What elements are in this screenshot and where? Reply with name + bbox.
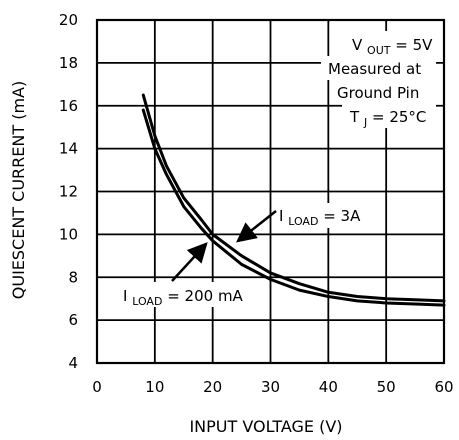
series-line-200ma (141, 108, 446, 307)
measured-at-annotation: Measured at (328, 60, 421, 78)
x-tick-label: 10 (145, 378, 164, 396)
ground-pin-annotation: Ground Pin (337, 84, 419, 102)
series-label-3a-main: I (279, 207, 283, 225)
vout-main: V (352, 36, 363, 54)
y-tick-label: 16 (59, 97, 78, 115)
vout-sub: OUT (367, 44, 391, 57)
y-tick-label: 10 (59, 225, 78, 243)
annotation-background (116, 282, 258, 307)
series-label-200ma: I LOAD = 200 mA (123, 287, 244, 309)
y-tick-label: 14 (59, 140, 78, 158)
y-tick-label: 12 (59, 183, 78, 201)
y-tick-label: 4 (68, 354, 78, 372)
x-tick-label: 0 (92, 378, 102, 396)
x-tick-label: 30 (261, 378, 280, 396)
annotation-background (321, 56, 436, 80)
series-layer (141, 93, 446, 307)
annotation-background (330, 80, 436, 104)
annotation-background (272, 203, 378, 228)
tj-main: T (349, 108, 360, 126)
tj-sub: J (363, 116, 367, 129)
series-label-200ma-rest: = 200 mA (167, 287, 243, 305)
plot-frame (95, 18, 446, 365)
y-tick-label: 18 (59, 54, 78, 72)
series-label-3a-sub: LOAD (288, 215, 318, 228)
series-label-200ma-main: I (123, 287, 127, 305)
series-label-3a-rest: = 3A (323, 207, 361, 225)
x-tick-label: 20 (203, 378, 222, 396)
vout-annotation: V OUT = 5V (352, 36, 433, 58)
tj-annotation: T J = 25°C (349, 108, 426, 130)
y-axis-label: QUIESCENT CURRENT (mA) (9, 81, 28, 299)
x-tick-label: 60 (434, 378, 453, 396)
x-tick-label: 40 (319, 378, 338, 396)
series-line-3a (141, 93, 446, 303)
tj-rest: = 25°C (372, 108, 426, 126)
vout-rest: = 5V (395, 36, 433, 54)
plot-frame-layer (95, 18, 446, 365)
series-200ma-arrow (171, 242, 208, 282)
x-axis-label: INPUT VOLTAGE (V) (189, 417, 342, 436)
y-tick-label: 8 (68, 268, 78, 286)
series-label-3a: I LOAD = 3A (279, 207, 361, 229)
x-tick-label: 50 (377, 378, 396, 396)
annotation-layer (116, 31, 436, 307)
series-3a-arrow (236, 210, 277, 243)
series-label-200ma-sub: LOAD (132, 295, 162, 308)
y-tick-label: 6 (68, 311, 78, 329)
tick-layer: 0 10 20 30 40 50 60 4 6 8 10 12 14 16 18 20 (59, 11, 454, 396)
annotation-background (342, 104, 436, 128)
annotation-background (344, 31, 436, 56)
y-tick-label: 20 (59, 11, 78, 29)
